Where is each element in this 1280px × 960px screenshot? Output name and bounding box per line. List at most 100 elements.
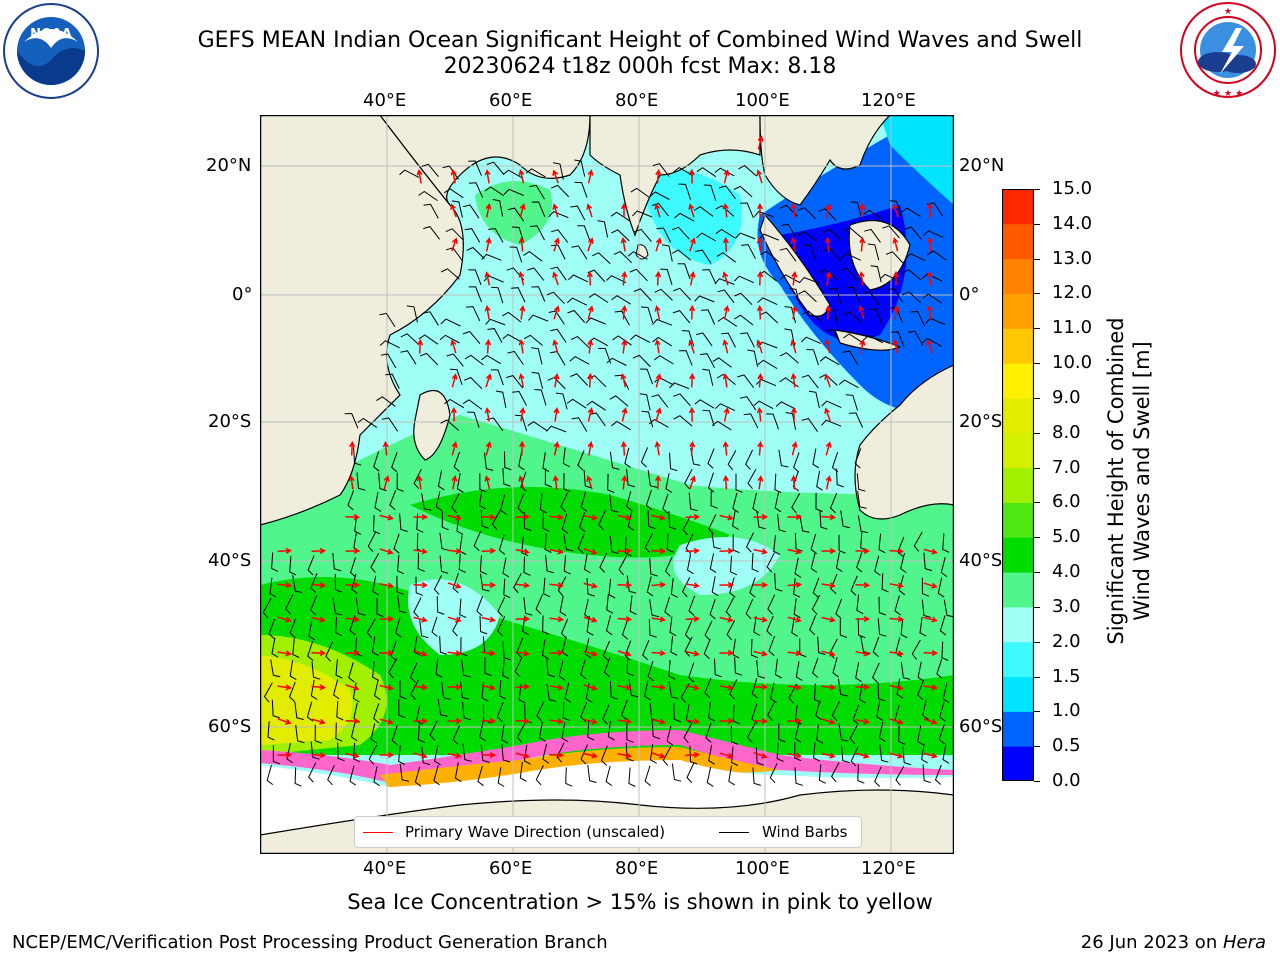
wind-barb [272,745,280,765]
wave-direction-arrow [518,271,525,286]
wind-barb [696,232,717,242]
wind-barb [396,472,404,492]
wind-barb [286,743,293,764]
sea-ice-caption: Sea Ice Concentration > 15% is shown in … [347,890,933,914]
wind-barb [559,596,567,617]
wind-barb [840,744,850,764]
wind-barb [421,746,431,766]
colorbar-block [1002,363,1034,399]
wind-barb [921,599,931,618]
wind-barb [838,723,849,742]
wave-direction-arrow [345,547,361,555]
wind-barb [716,373,736,385]
wind-barb [512,226,525,243]
wind-barb [715,228,736,239]
wind-barb [585,682,593,703]
wave-direction-arrow [518,475,525,490]
y-tick-right-0: 0° [959,284,980,305]
wave-direction-arrow [689,304,696,320]
wind-barb [586,400,606,411]
wave-direction-arrow [689,271,696,286]
wave-direction-arrow [617,684,632,691]
wind-barb [840,267,858,281]
wind-barb [732,492,739,513]
colorbar-tick-label: 1.5 [1052,665,1081,687]
australia-land [854,364,954,520]
wind-barb [544,533,552,553]
wave-direction-arrow [379,582,394,589]
footer-branch: NCEP/EMC/Verification Post Processing Pr… [12,932,608,953]
wind-barb [419,619,429,639]
wind-barb [439,334,460,344]
wind-barb [580,744,588,765]
wind-barb [741,244,756,260]
wind-barb [439,532,449,551]
wind-barb [819,511,828,530]
wind-barb [645,489,653,511]
wind-barb [598,510,606,531]
wind-barb [680,683,690,704]
wind-barb [551,244,566,260]
wind-barb [372,514,381,535]
wave-direction-arrow [791,271,798,286]
wave-direction-arrow [787,548,802,555]
wind-barb [437,470,445,491]
wind-barb [484,657,492,677]
wave-direction-arrow [277,616,292,623]
wave-direction-arrow [549,548,564,555]
wind-barb [794,742,802,762]
wave-direction-arrow [790,237,797,252]
colorbar-label-line-2: Wind Waves and Swell [m] [1130,341,1154,621]
wind-barb [583,553,591,574]
wind-barb [502,333,523,343]
wind-barb [523,250,543,262]
wind-barb [464,354,484,366]
wind-barb [609,494,619,513]
wind-barb [528,314,549,322]
colorbar-tick-label: 2.0 [1052,630,1081,652]
wind-barb [922,699,929,720]
wind-barb [531,371,544,389]
wind-barb [565,767,573,787]
wind-barb [894,595,901,616]
colorbar-tick [1034,189,1040,190]
wave-direction-arrow [515,650,530,657]
wave-direction-legend-line [363,832,393,833]
wave-direction-arrow [787,717,803,724]
wind-barb [626,490,633,512]
wind-barb [333,679,340,700]
wind-barb [711,531,721,550]
y-tick-left-20s: 20°S [208,411,252,432]
wind-barb [409,662,418,683]
wind-barb [397,554,405,575]
wind-barb [800,336,822,345]
wind-barb [840,510,851,529]
wind-barb [737,374,755,389]
wind-barb [702,368,714,386]
wind-barb [589,412,606,427]
wave-direction-arrows [277,135,939,759]
wave-direction-arrow [787,581,803,588]
wave-direction-arrow [688,339,695,354]
wind-barb [837,678,848,697]
title-line-1: GEFS MEAN Indian Ocean Significant Heigh… [197,28,1083,53]
wave-direction-arrow [583,616,598,623]
wave-direction-arrow [787,684,802,691]
wave-direction-arrow [515,718,531,725]
wind-barb [746,722,756,743]
wave-direction-arrow [583,684,598,691]
wind-barb [808,390,820,409]
wind-barb [688,492,698,512]
wave-direction-arrow [889,718,904,725]
wave-direction-arrow [382,440,389,456]
wind-barb [481,354,501,365]
wind-barb [721,332,736,348]
wave-direction-arrow [413,718,429,725]
wind-barb [860,636,871,654]
wind-barb [530,225,545,241]
wind-barb [855,662,862,683]
wind-barb [705,722,712,743]
wind-barb [400,350,417,365]
colorbar-block [1002,189,1034,225]
wave-direction-arrow [621,407,628,422]
